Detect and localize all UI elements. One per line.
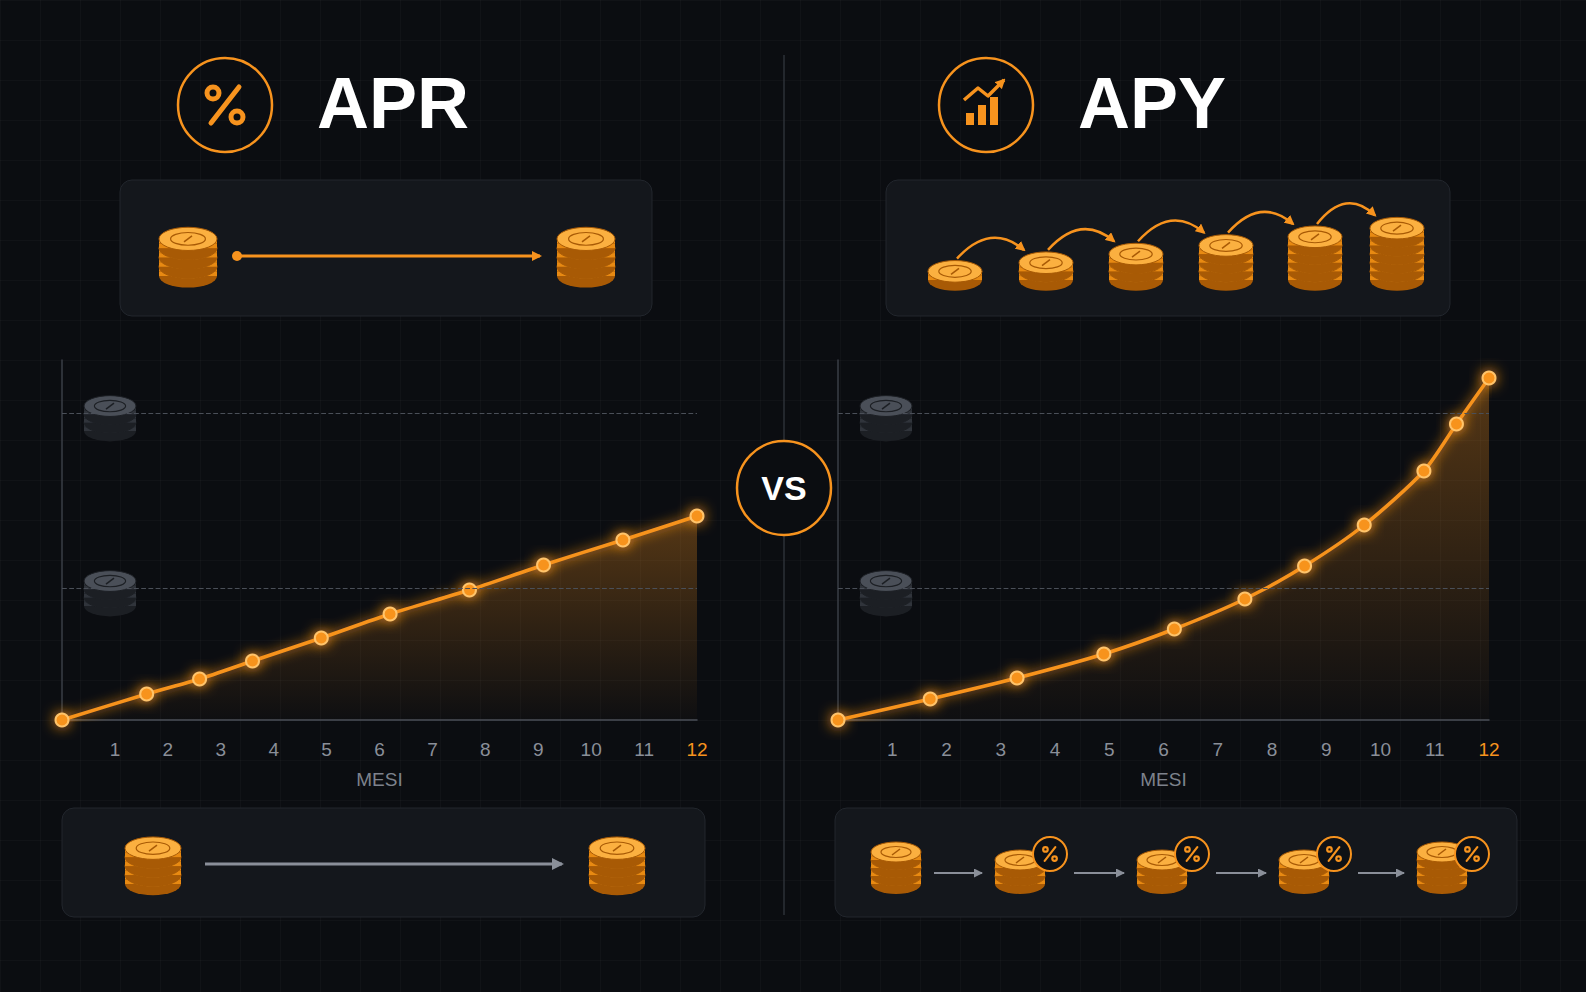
svg-text:APY: APY	[1078, 63, 1226, 143]
svg-text:6: 6	[374, 739, 385, 760]
svg-text:6: 6	[1158, 739, 1169, 760]
svg-text:12: 12	[686, 739, 707, 760]
svg-text:1: 1	[887, 739, 898, 760]
svg-text:11: 11	[634, 739, 654, 760]
svg-text:5: 5	[321, 739, 332, 760]
svg-text:8: 8	[1267, 739, 1278, 760]
svg-text:5: 5	[1104, 739, 1115, 760]
svg-text:4: 4	[1050, 739, 1061, 760]
svg-text:2: 2	[163, 739, 174, 760]
svg-text:MESI: MESI	[356, 769, 402, 790]
svg-text:7: 7	[1212, 739, 1223, 760]
svg-text:MESI: MESI	[1140, 769, 1186, 790]
svg-text:12: 12	[1478, 739, 1499, 760]
svg-text:3: 3	[215, 739, 226, 760]
svg-text:1: 1	[110, 739, 121, 760]
svg-text:8: 8	[480, 739, 491, 760]
svg-text:4: 4	[268, 739, 279, 760]
svg-text:10: 10	[1370, 739, 1391, 760]
svg-text:APR: APR	[317, 63, 469, 143]
svg-text:2: 2	[941, 739, 952, 760]
svg-text:3: 3	[995, 739, 1006, 760]
svg-text:9: 9	[1321, 739, 1332, 760]
svg-text:7: 7	[427, 739, 438, 760]
svg-text:11: 11	[1425, 739, 1445, 760]
svg-text:VS: VS	[761, 469, 806, 507]
svg-text:10: 10	[581, 739, 602, 760]
svg-text:9: 9	[533, 739, 544, 760]
